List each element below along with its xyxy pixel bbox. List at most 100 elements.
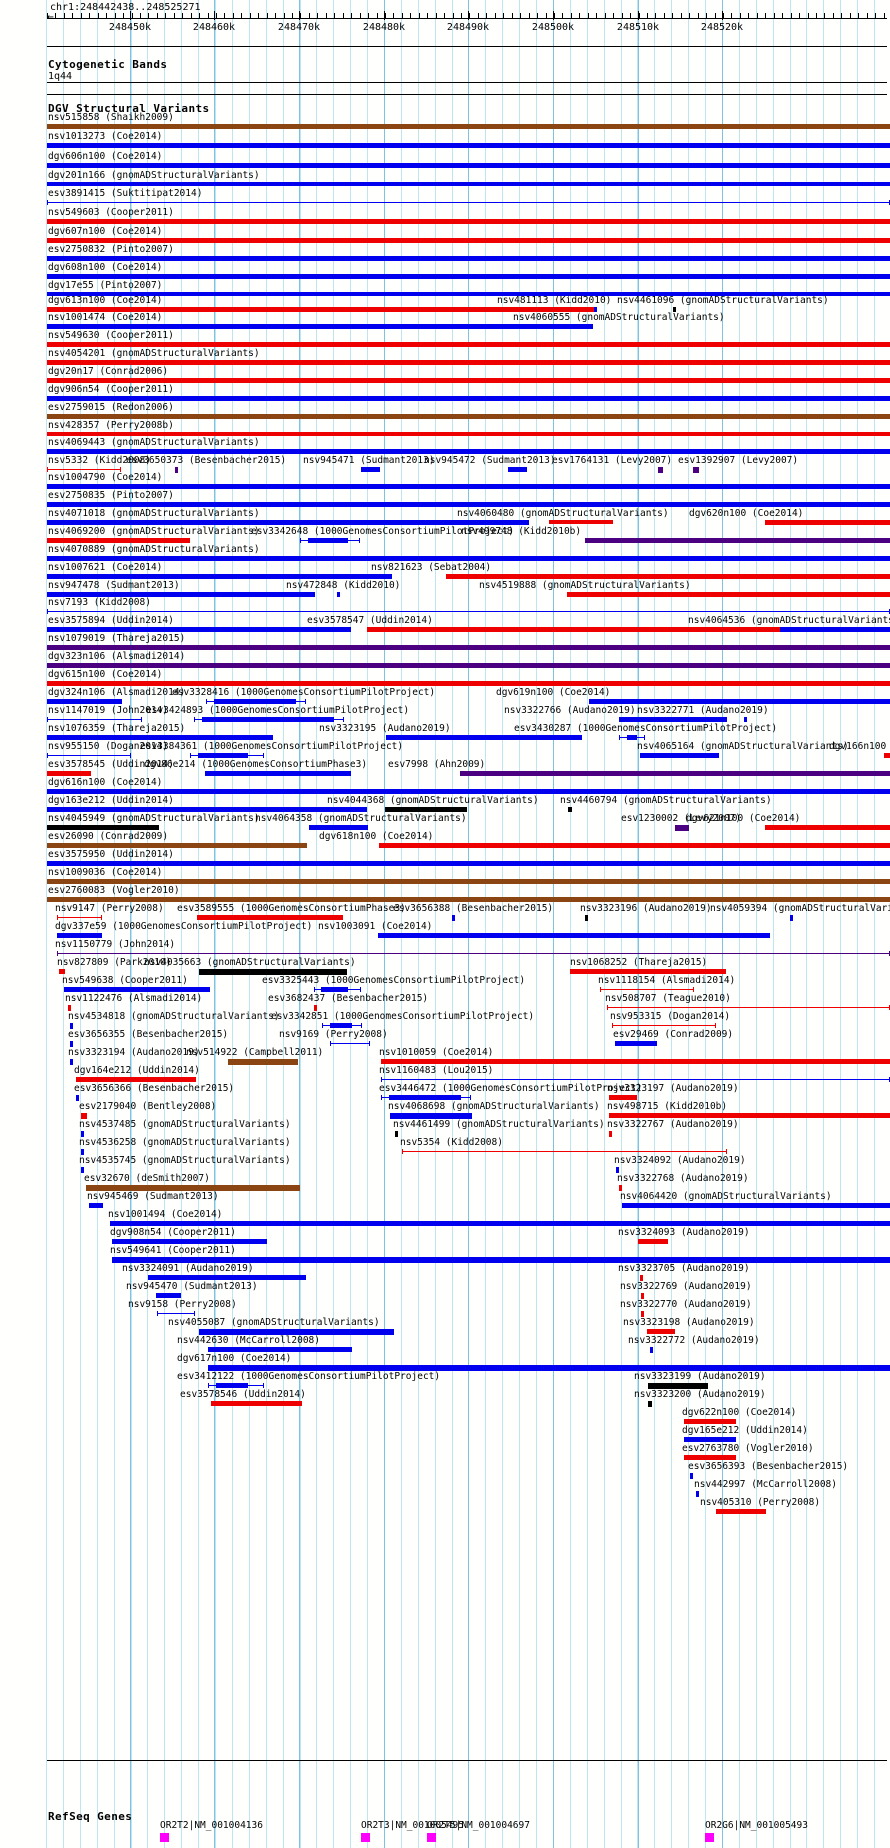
variant-label[interactable]: esv2750832 (Pinto2007) (48, 244, 174, 255)
variant-label[interactable]: dgv908n54 (Cooper2011) (110, 1227, 236, 1238)
variant-range-line[interactable] (600, 987, 694, 992)
variant-label[interactable]: nsv4054201 (gnomADStructuralVariants) (48, 348, 260, 359)
variant-label[interactable]: dgv17e55 (Pinto2007) (48, 280, 163, 291)
variant-bar[interactable] (47, 143, 890, 148)
variant-label[interactable]: nsv4069443 (gnomADStructuralVariants) (48, 437, 260, 448)
variant-label[interactable]: nsv945471 (Sudmant2013) (303, 455, 435, 466)
variant-bar[interactable] (47, 307, 594, 312)
variant-bar[interactable] (47, 699, 122, 704)
variant-label[interactable]: nsv4055087 (gnomADStructuralVariants) (168, 1317, 380, 1328)
variant-label[interactable]: nsv3324093 (Audano2019) (618, 1227, 750, 1238)
gene-exon-box[interactable] (160, 1833, 169, 1842)
variant-bar[interactable] (47, 449, 890, 454)
variant-bar[interactable] (47, 274, 890, 279)
variant-bar[interactable] (57, 933, 102, 938)
variant-bar[interactable] (47, 538, 190, 543)
variant-label[interactable]: nsv549630 (Cooper2011) (48, 330, 174, 341)
variant-bar[interactable] (395, 1131, 398, 1137)
variant-bar[interactable] (693, 467, 699, 473)
variant-bar[interactable] (609, 1095, 637, 1100)
variant-range-line[interactable] (57, 915, 102, 920)
variant-bar[interactable] (47, 645, 890, 650)
variant-label[interactable]: nsv4461096 (gnomADStructuralVariants) (617, 295, 829, 306)
variant-label[interactable]: nsv1010059 (Coe2014) (379, 1047, 494, 1058)
variant-label[interactable]: nsv3322766 (Audano2019) (504, 705, 636, 716)
variant-label[interactable]: nsv4068698 (gnomADStructuralVariants) (388, 1101, 600, 1112)
variant-range-line[interactable] (47, 609, 890, 614)
variant-bar[interactable] (460, 771, 890, 776)
variant-label[interactable]: nsv3322768 (Audano2019) (617, 1173, 749, 1184)
variant-label[interactable]: nsv3323200 (Audano2019) (634, 1389, 766, 1400)
variant-label[interactable]: nsv4060480 (gnomADStructuralVariants) (457, 508, 669, 519)
variant-label[interactable]: esv3446472 (1000GenomesConsortiumPilotPr… (379, 1083, 643, 1094)
variant-label[interactable]: dgv615n100 (Coe2014) (48, 669, 163, 680)
variant-bar[interactable] (64, 987, 210, 992)
variant-bar[interactable] (684, 1437, 736, 1442)
variant-composite-feature[interactable] (322, 1023, 362, 1028)
variant-bar[interactable] (780, 627, 890, 632)
variant-composite-feature[interactable] (619, 735, 645, 740)
variant-label[interactable]: nsv1001474 (Coe2014) (48, 312, 163, 323)
variant-bar[interactable] (47, 556, 890, 561)
variant-label[interactable]: dgv617n100 (Coe2014) (177, 1353, 292, 1364)
variant-bar[interactable] (47, 396, 890, 401)
variant-bar[interactable] (47, 238, 890, 243)
variant-bar[interactable] (568, 807, 572, 812)
variant-label[interactable]: nsv945470 (Sudmant2013) (126, 1281, 258, 1292)
variant-label[interactable]: dgv163e212 (Uddin2014) (48, 795, 174, 806)
variant-bar[interactable] (47, 256, 890, 261)
gene-label[interactable]: OR2T3|NM_001005495 (361, 1820, 464, 1831)
variant-bar[interactable] (211, 1401, 302, 1406)
variant-label[interactable]: esv3325443 (1000GenomesConsortiumPilotPr… (262, 975, 526, 986)
gene-exon-box[interactable] (361, 1833, 370, 1842)
variant-bar[interactable] (47, 502, 890, 507)
variant-label[interactable]: nsv515858 (Shaikh2009) (48, 112, 174, 123)
variant-label[interactable]: nsv9169 (Perry2008) (279, 1029, 388, 1040)
variant-bar[interactable] (508, 467, 527, 472)
variant-bar[interactable] (622, 1203, 890, 1208)
variant-bar[interactable] (81, 1149, 84, 1155)
variant-label[interactable]: nsv4065164 (gnomADStructuralVariants) (637, 741, 849, 752)
variant-label[interactable]: esv3342648 (1000GenomesConsortiumPilotPr… (251, 526, 515, 537)
variant-range-line[interactable] (157, 1311, 195, 1316)
variant-label[interactable]: nsv4537485 (gnomADStructuralVariants) (79, 1119, 291, 1130)
variant-label[interactable]: nsv1003091 (Coe2014) (318, 921, 433, 932)
variant-label[interactable]: nsv3323194 (Audano2019) (68, 1047, 200, 1058)
variant-bar[interactable] (638, 1239, 668, 1244)
variant-label[interactable]: nsv472848 (Kidd2010) (286, 580, 401, 591)
variant-label[interactable]: dgv323n106 (Alsmadi2014) (48, 651, 186, 662)
variant-bar[interactable] (385, 807, 467, 812)
variant-bar[interactable] (585, 538, 890, 543)
variant-label[interactable]: esv3328416 (1000GenomesConsortiumPilotPr… (172, 687, 436, 698)
variant-bar[interactable] (47, 182, 890, 186)
variant-label[interactable]: nsv4519888 (gnomADStructuralVariants) (479, 580, 691, 591)
variant-label[interactable]: nsv4059394 (gnomADStructuralVariants) (710, 903, 890, 914)
variant-bar[interactable] (790, 915, 793, 921)
variant-bar[interactable] (647, 1329, 675, 1334)
variant-bar[interactable] (765, 825, 890, 830)
variant-bar[interactable] (68, 1005, 71, 1011)
variant-bar[interactable] (81, 1167, 84, 1173)
variant-label[interactable]: dgv606n100 (Coe2014) (48, 151, 163, 162)
variant-label[interactable]: esv3575894 (Uddin2014) (48, 615, 174, 626)
variant-label[interactable]: esv3891415 (Suktitipat2014) (48, 188, 203, 199)
variant-label[interactable]: esv2750835 (Pinto2007) (48, 490, 174, 501)
variant-range-line[interactable] (47, 717, 142, 722)
variant-label[interactable]: dgv616n100 (Coe2014) (48, 777, 163, 788)
variant-bar[interactable] (684, 1419, 736, 1424)
variant-bar[interactable] (112, 1239, 267, 1244)
variant-label[interactable]: nsv4044368 (gnomADStructuralVariants) (327, 795, 539, 806)
variant-composite-feature[interactable] (314, 987, 361, 992)
variant-label[interactable]: esv3650373 (Besenbacher2015) (126, 455, 287, 466)
variant-bar[interactable] (567, 592, 890, 597)
variant-label[interactable]: nsv3322772 (Audano2019) (628, 1335, 760, 1346)
variant-bar[interactable] (386, 735, 582, 740)
variant-bar[interactable] (47, 843, 307, 848)
variant-bar[interactable] (619, 1185, 622, 1191)
variant-label[interactable]: nsv5332 (Kidd2008) (48, 455, 151, 466)
variant-label[interactable]: nsv3322770 (Audano2019) (620, 1299, 752, 1310)
variant-bar[interactable] (640, 753, 719, 758)
variant-label[interactable]: nsv499748 (Kidd2010b) (461, 526, 582, 537)
variant-label[interactable]: nsv442997 (McCarroll2008) (694, 1479, 837, 1490)
variant-label[interactable]: esv3656393 (Besenbacher2015) (688, 1461, 849, 1472)
